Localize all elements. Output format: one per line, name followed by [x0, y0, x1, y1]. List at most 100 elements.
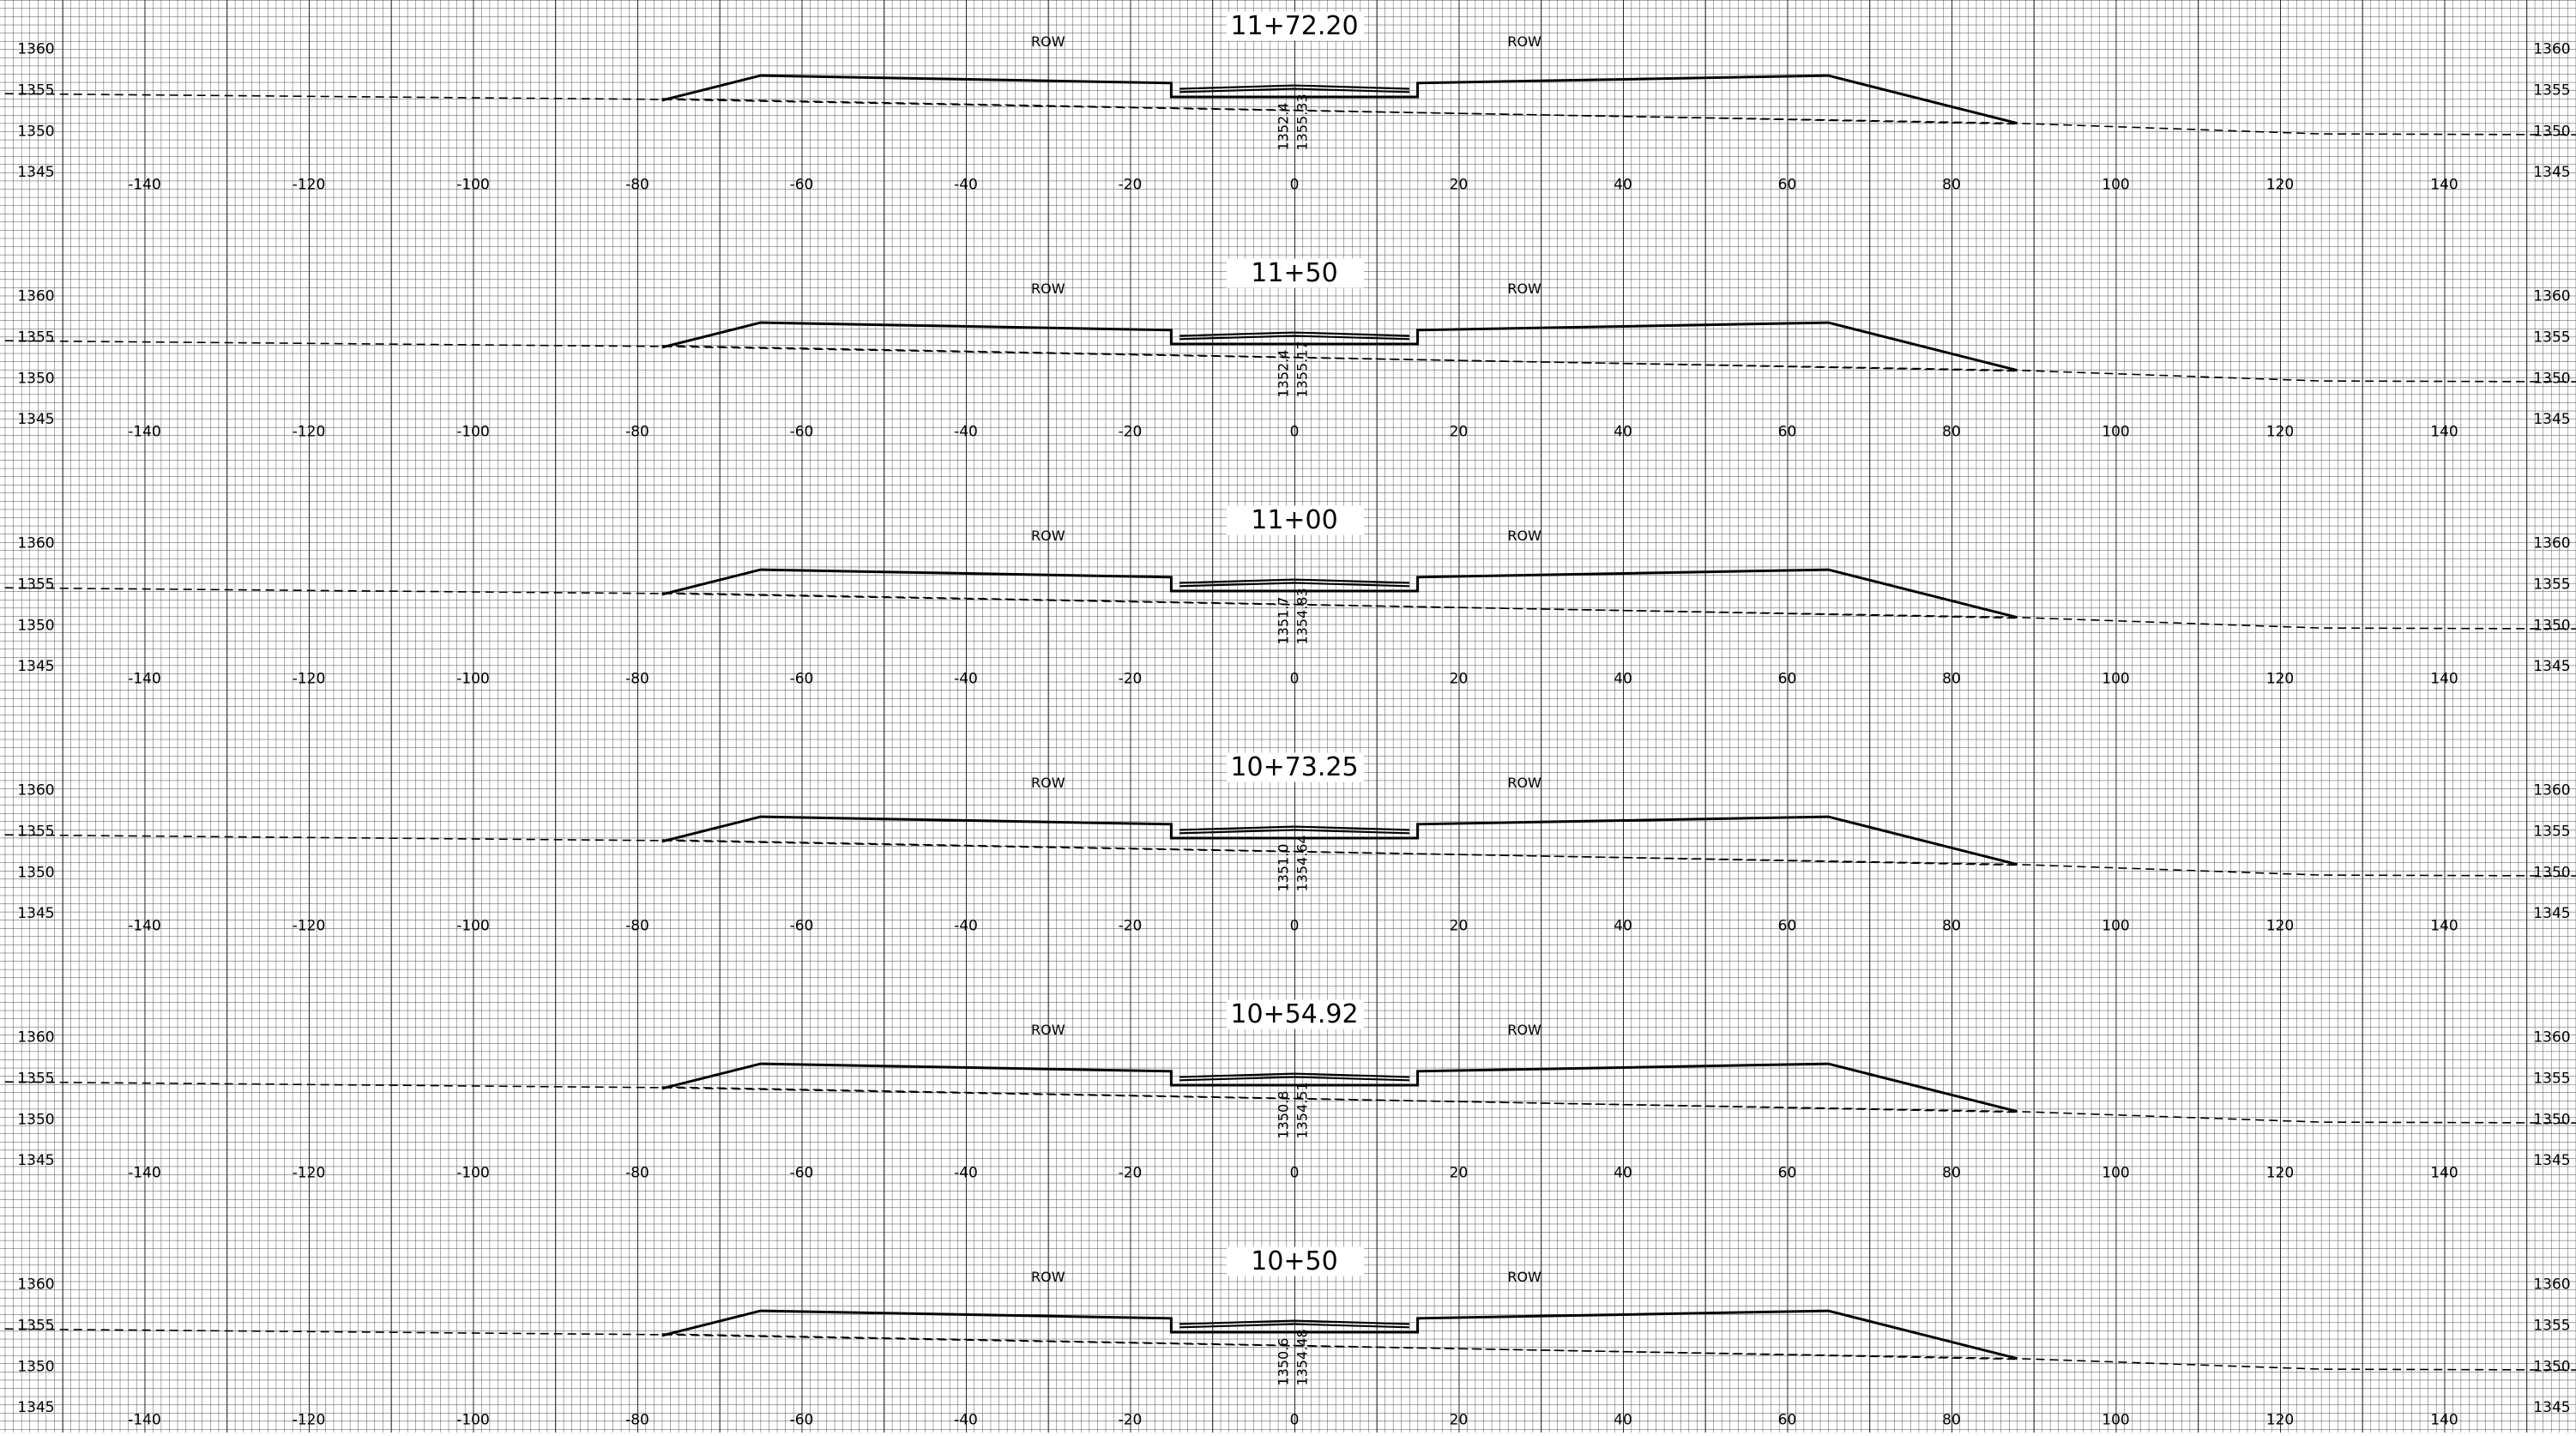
station-label: 100: [2102, 1412, 2129, 1429]
elevation-annotation: 1351.7: [1276, 597, 1292, 645]
elevation-label-right: 1355: [2533, 576, 2570, 593]
station-label: -40: [954, 424, 978, 441]
cross-section: 10+50 ROW ROW 1360 1360 1355 1355 1350 1350 1345 1…: [4, 1246, 2576, 1429]
station-label: -100: [456, 1412, 490, 1429]
station-label: 20: [1450, 177, 1469, 194]
station-label: 40: [1614, 424, 1632, 441]
station-label: -60: [790, 177, 814, 194]
section-title: 10+54.92: [1230, 999, 1358, 1029]
elevation-label-right: 1345: [2533, 411, 2570, 428]
station-label: -80: [625, 424, 649, 441]
pavement-top: [1179, 578, 1410, 584]
elevation-label-right: 1345: [2533, 658, 2570, 675]
row-label: ROW: [1031, 33, 1065, 50]
elevation-label-left: 1360: [17, 1276, 54, 1294]
elevation-annotation: 1351.0: [1276, 844, 1292, 892]
design-profile: [661, 1309, 2018, 1361]
elevation-label-right: 1360: [2533, 1276, 2570, 1294]
elevation-label-left: 1360: [17, 1029, 54, 1047]
station-label: 0: [1290, 1412, 1300, 1429]
elevation-label-right: 1360: [2533, 782, 2570, 799]
elevation-label-left: 1350: [17, 864, 54, 881]
existing-ground-center: [661, 1086, 2018, 1113]
station-label: -80: [625, 1165, 649, 1182]
station-label: -100: [456, 671, 490, 688]
elevation-annotation: 1352.4: [1276, 103, 1292, 151]
pavement-top: [1179, 1072, 1410, 1078]
station-label: -140: [128, 671, 161, 688]
station-label: 40: [1614, 1412, 1632, 1429]
station-label: 100: [2102, 918, 2129, 935]
section-title: 11+50: [1251, 258, 1337, 288]
elevation-label-right: 1360: [2533, 535, 2570, 552]
existing-ground-center: [661, 1333, 2018, 1361]
elevation-label-right: 1350: [2533, 123, 2570, 140]
design-profile: [661, 74, 2018, 125]
elevation-label-right: 1350: [2533, 617, 2570, 634]
design-profile: [661, 1062, 2018, 1113]
station-label: 140: [2430, 177, 2458, 194]
row-label: ROW: [1031, 528, 1065, 544]
existing-ground-center: [661, 345, 2018, 372]
station-label: 20: [1450, 1165, 1469, 1182]
station-label: 40: [1614, 177, 1632, 194]
title-bg: [1227, 258, 1364, 288]
elevation-label-left: 1355: [17, 1317, 54, 1334]
station-label: -60: [790, 918, 814, 935]
elevation-label-right: 1355: [2533, 81, 2570, 99]
existing-ground-center: [661, 839, 2018, 866]
station-label: 60: [1778, 1412, 1797, 1429]
cross-section: 10+54.92 ROW ROW 1360 1360 1355 1355 1350 1350 13…: [4, 999, 2576, 1182]
elevation-label-right: 1350: [2533, 370, 2570, 387]
elevation-label-right: 1360: [2533, 41, 2570, 58]
station-label: 60: [1778, 424, 1797, 441]
station-label: -140: [128, 1165, 161, 1182]
station-label: 100: [2102, 424, 2129, 441]
station-label: -20: [1119, 424, 1143, 441]
station-label: 20: [1450, 918, 1469, 935]
cross-section: 11+72.20 ROW ROW 1360 1360 1355 1355 1350 1350 13…: [4, 11, 2576, 194]
elevation-label-left: 1345: [17, 411, 54, 428]
station-label: 60: [1778, 671, 1797, 688]
elevation-annotation: 1355.33: [1294, 94, 1311, 150]
elevation-annotation: 1352.4: [1276, 350, 1292, 398]
elevation-label-left: 1360: [17, 535, 54, 552]
cross-section: 11+50 ROW ROW 1360 1360 1355 1355 1350 1350 1345 1…: [4, 258, 2576, 441]
station-label: 0: [1290, 1165, 1300, 1182]
design-profile: [661, 321, 2018, 372]
station-label: -120: [293, 424, 326, 441]
station-label: 80: [1942, 424, 1961, 441]
elevation-label-left: 1355: [17, 329, 54, 346]
station-label: -20: [1119, 671, 1143, 688]
pavement-bottom: [1179, 829, 1410, 835]
elevation-label-left: 1355: [17, 576, 54, 593]
station-label: 40: [1614, 1165, 1632, 1182]
station-label: 60: [1778, 1165, 1797, 1182]
station-label: 120: [2266, 1165, 2294, 1182]
station-label: 60: [1778, 918, 1797, 935]
elevation-annotation: 1354.64: [1294, 835, 1311, 891]
station-label: 40: [1614, 918, 1632, 935]
elevation-label-right: 1345: [2533, 1152, 2570, 1169]
existing-ground: [4, 587, 2576, 630]
station-label: 140: [2430, 424, 2458, 441]
station-label: 0: [1290, 177, 1300, 194]
elevation-label-left: 1360: [17, 41, 54, 58]
station-label: -120: [293, 671, 326, 688]
title-bg: [1227, 505, 1364, 535]
station-label: -80: [625, 671, 649, 688]
station-label: -40: [954, 918, 978, 935]
row-label: ROW: [1507, 775, 1541, 791]
station-label: -120: [293, 1165, 326, 1182]
station-label: -120: [293, 918, 326, 935]
elevation-label-left: 1355: [17, 1070, 54, 1087]
elevation-label-left: 1345: [17, 905, 54, 922]
station-label: -20: [1119, 1412, 1143, 1429]
station-label: 0: [1290, 424, 1300, 441]
station-label: 120: [2266, 424, 2294, 441]
row-label: ROW: [1031, 775, 1065, 791]
station-label: -80: [625, 918, 649, 935]
station-label: -60: [790, 1165, 814, 1182]
